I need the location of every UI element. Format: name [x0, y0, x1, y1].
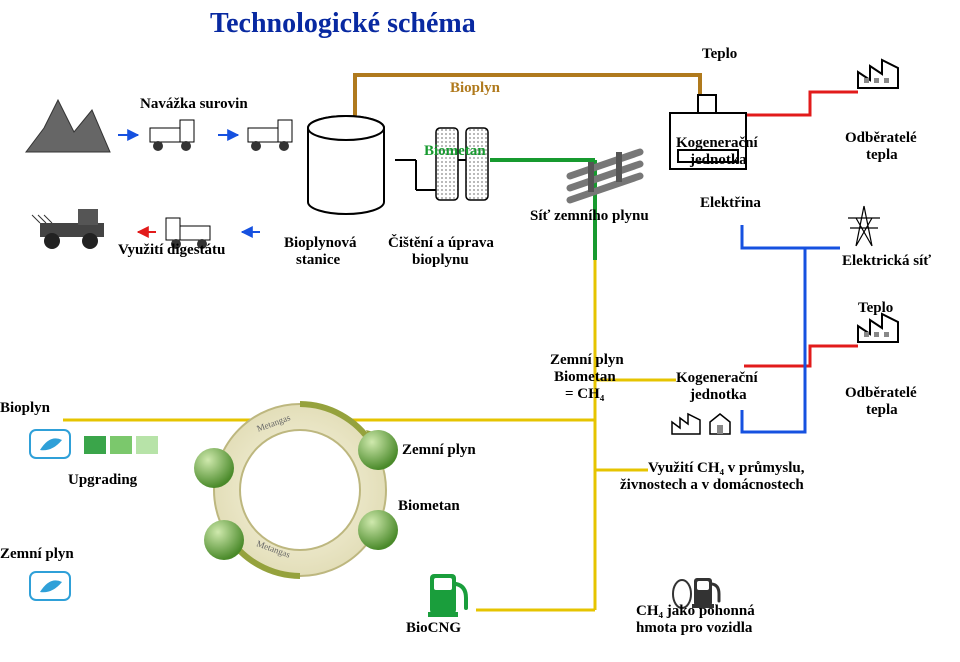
- label-odb-top1: Odběratelé: [845, 130, 917, 147]
- label-ch4-ind2: živnostech a v domácnostech: [620, 477, 804, 494]
- line-elek: [742, 225, 840, 248]
- label-bioplyn-left: Bioplyn: [0, 400, 50, 417]
- heap-icon: [26, 100, 110, 152]
- tower-icon: [395, 128, 488, 200]
- sphere-icon: [358, 430, 398, 470]
- sphere-icon: [358, 510, 398, 550]
- label-bioplyn-c: Bioplyn: [450, 80, 500, 97]
- label-ch4-ind1: Využití CH₄ v průmyslu,: [648, 460, 804, 477]
- factory-icon: [858, 60, 898, 88]
- line-elek-mid: [742, 248, 805, 432]
- label-el-sit: Elektrická síť: [842, 253, 931, 270]
- label-teplo-top: Teplo: [702, 46, 737, 63]
- label-kj-mid2: jednotka: [690, 387, 747, 404]
- pylon-icon: [848, 206, 880, 246]
- cylinder-icon: [308, 116, 384, 214]
- truck-icon: [150, 120, 194, 151]
- label-navazka: Navážka surovin: [140, 96, 248, 113]
- label-teplo-mid: Teplo: [858, 300, 893, 317]
- label-elektrina: Elektřina: [700, 195, 761, 212]
- label-odb-mid1: Odběratelé: [845, 385, 917, 402]
- label-ch4-2: hmota pro vozidla: [636, 620, 752, 637]
- label-zp1: Zemní plyn: [550, 352, 624, 369]
- truck-icon: [248, 120, 292, 151]
- label-zp2: Biometan: [554, 369, 616, 386]
- label-odb-top2: tepla: [866, 147, 898, 164]
- label-kj-top2: jednotka: [690, 152, 747, 169]
- label-ch4-1: CH₄ jako pohonná: [636, 603, 755, 620]
- fuel-pump-icon: [428, 574, 466, 617]
- label-kj-mid1: Kogenerační: [676, 370, 758, 387]
- label-kj-top1: Kogenerační: [676, 135, 758, 152]
- tractor-icon: [32, 209, 104, 249]
- label-cisteni1: Čištění a úprava: [388, 235, 494, 252]
- label-zp-bot: Zemní plyn: [0, 546, 74, 563]
- factory-icon: [858, 314, 898, 342]
- label-odb-mid2: tepla: [866, 402, 898, 419]
- label-cisteni2: bioplynu: [412, 252, 469, 269]
- diagram-title: Technologické schéma: [210, 8, 476, 40]
- leaf-badge-icon: [30, 430, 70, 458]
- label-vyuziti-dig: Využití digestátu: [118, 242, 225, 259]
- label-sit-plynu: Síť zemního plynu: [530, 208, 649, 225]
- sphere-icon: [194, 448, 234, 488]
- label-zp3: = CH₄: [565, 386, 604, 403]
- label-biometan-c: Biometan: [424, 143, 486, 160]
- line-teplo-m: [744, 346, 858, 366]
- line-bioplyn: [355, 75, 700, 130]
- leaf-badge-icon: [30, 572, 70, 600]
- label-bioplyn-st1: Bioplynová: [284, 235, 357, 252]
- label-bm-ring: Biometan: [398, 498, 460, 515]
- upgrading-bars-icon: [84, 436, 158, 454]
- label-bioplyn-st2: stanice: [296, 252, 340, 269]
- label-upgrading: Upgrading: [68, 472, 137, 489]
- sphere-icon: [204, 520, 244, 560]
- line-teplo-t: [744, 92, 858, 115]
- label-biocng: BioCNG: [406, 620, 461, 637]
- label-zp-ring: Zemní plyn: [402, 442, 476, 459]
